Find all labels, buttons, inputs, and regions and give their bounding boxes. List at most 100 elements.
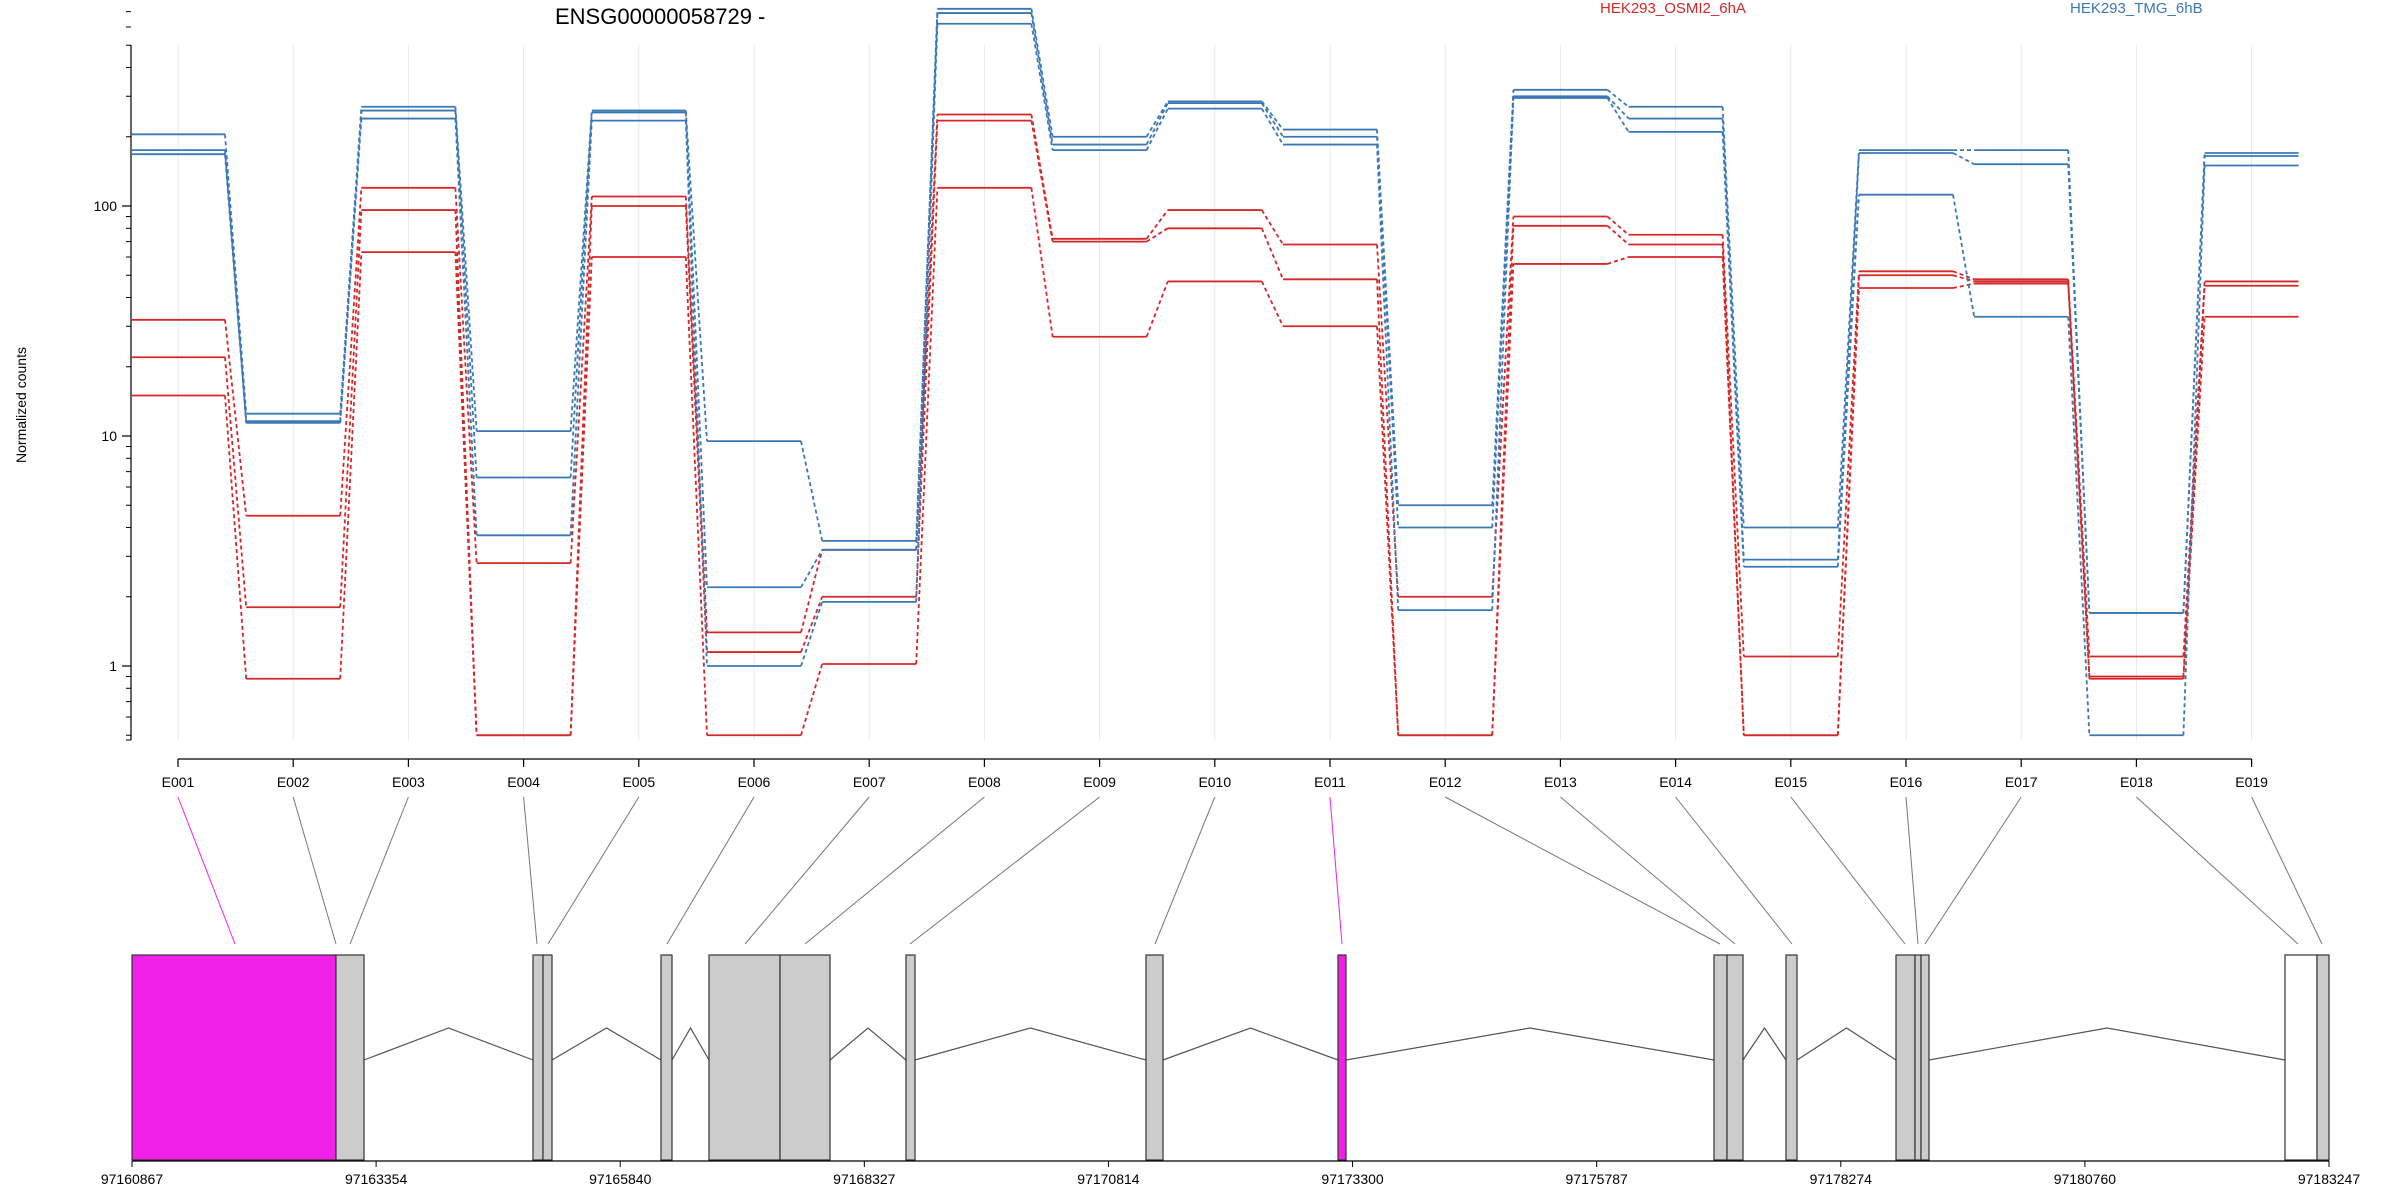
exon-connector-line: [349, 796, 409, 945]
exon-connector-line: [1154, 796, 1216, 945]
legend-entry-tmg: HEK293_TMG_6hB: [2070, 0, 2203, 17]
series-connector: [1836, 152, 1860, 560]
y-axis: 1 10 100: [94, 11, 132, 741]
series-lines: [131, 7, 2299, 737]
series-connector: [224, 319, 248, 516]
intron-line: [1796, 1027, 1897, 1061]
series-connector: [800, 596, 824, 653]
y-axis-label: Normalized counts: [13, 347, 29, 463]
series-connector: [339, 252, 363, 679]
intron-line: [1742, 1026, 1787, 1061]
series-connector: [684, 196, 708, 633]
x-tick-label: E009: [1083, 774, 1116, 790]
exon-block: [2316, 954, 2330, 1161]
genomic-tick-label: 97170814: [1077, 1171, 1140, 1187]
x-tick-label: E003: [392, 774, 425, 790]
exon-connector-line: [1329, 796, 1343, 945]
exon-connector-line: [1924, 796, 2022, 945]
exon-block: [1337, 954, 1347, 1161]
series-connector: [1145, 108, 1169, 151]
series-connector: [569, 112, 593, 478]
x-tick-label: E002: [277, 774, 310, 790]
x-tick-label: E005: [622, 774, 655, 790]
x-tick-label: E015: [1774, 774, 1807, 790]
genomic-tick-label: 97168327: [833, 1171, 896, 1187]
x-tick-label: E018: [2120, 774, 2153, 790]
exon-block: [1713, 954, 1728, 1161]
series-connector: [1145, 209, 1169, 240]
series-connector: [1261, 100, 1284, 131]
intron-line: [1345, 1027, 1715, 1061]
series-connector: [454, 106, 478, 432]
genomic-tick-label: 97175787: [1566, 1171, 1629, 1187]
exon-block: [532, 954, 544, 1161]
exon-connector-line: [2136, 796, 2299, 945]
series-connector: [1491, 89, 1515, 506]
y-tick-label: 1: [109, 658, 117, 674]
exon-block: [905, 954, 916, 1161]
series-connector: [800, 549, 823, 588]
series-connector: [2182, 285, 2206, 677]
x-tick-label: E012: [1429, 774, 1462, 790]
x-tick-label: E017: [2005, 774, 2038, 790]
exon-connector-line: [177, 796, 236, 945]
series-connector: [800, 440, 824, 542]
series-connector: [454, 252, 478, 736]
x-tick-label: E004: [507, 774, 540, 790]
series-connector: [1491, 263, 1515, 736]
series-connector: [339, 187, 363, 516]
series-connector: [915, 13, 939, 550]
series-connector: [1836, 271, 1860, 657]
exon-block: [542, 954, 553, 1161]
series-connector: [2182, 316, 2206, 679]
series-connector: [1607, 256, 1629, 265]
series-connector: [1606, 89, 1630, 108]
series-connector: [1836, 150, 1860, 528]
x-tick-label: E013: [1544, 774, 1577, 790]
series-connector: [569, 196, 593, 564]
series-connector: [1952, 194, 1976, 317]
series-connector: [1721, 118, 1745, 560]
series-connector: [569, 256, 593, 736]
exon-block: [708, 954, 781, 1161]
y-tick-label: 10: [101, 428, 117, 444]
series-connector: [915, 187, 939, 665]
series-connector: [569, 120, 593, 536]
series-connector: [1030, 120, 1054, 242]
series-connector: [1721, 256, 1745, 736]
series-connector: [1606, 95, 1630, 120]
series-connector: [224, 154, 248, 423]
exon-connector-line: [523, 796, 538, 945]
series-connector: [1952, 270, 1975, 281]
genomic-tick-label: 97173300: [1321, 1171, 1384, 1187]
exon-connector-line: [909, 796, 1100, 945]
series-connector: [800, 549, 824, 633]
exon-connector-line: [1560, 796, 1736, 945]
series-connector: [1952, 152, 1975, 165]
genomic-tick-label: 97183247: [2298, 1171, 2361, 1187]
series-connector: [339, 118, 363, 423]
series-connector: [2182, 155, 2206, 614]
exon-block: [660, 954, 673, 1161]
series-connector: [569, 205, 593, 736]
series-connector: [1376, 144, 1400, 611]
series-connector: [1836, 287, 1860, 736]
series-connector: [224, 395, 248, 679]
series-connector: [684, 256, 708, 736]
series-connector: [2067, 316, 2091, 736]
series-connector: [800, 663, 824, 736]
intron-line: [551, 1027, 662, 1061]
genomic-tick-label: 97178274: [1810, 1171, 1873, 1187]
exon-block: [1914, 954, 1922, 1161]
series-connector: [1376, 279, 1400, 736]
series-connector: [454, 110, 478, 478]
intron-line: [363, 1027, 534, 1061]
exon-block: [1920, 954, 1930, 1161]
x-axis: E001 E002 E003 E004 E005 E006 E007 E008 E009 E010…: [162, 758, 2268, 790]
intron-line: [1928, 1027, 2286, 1061]
x-tick-label: E019: [2235, 774, 2268, 790]
series-connector: [224, 150, 248, 422]
series-connector: [1145, 281, 1169, 338]
exon-connector-line: [2251, 796, 2323, 945]
